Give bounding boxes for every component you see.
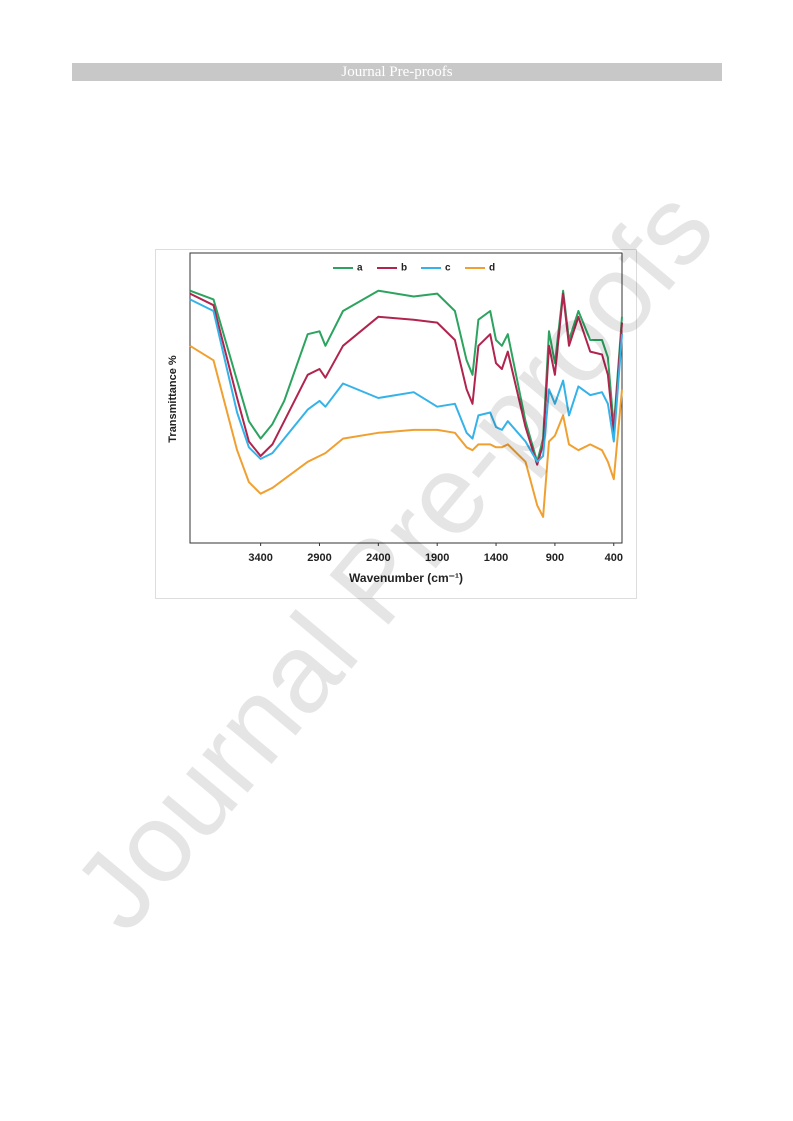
legend-label: c	[445, 263, 451, 274]
series-line	[189, 292, 623, 466]
chart-frame	[155, 249, 637, 599]
header-bar: Journal Pre-proofs	[72, 63, 722, 81]
x-tick-label: 1400	[484, 552, 508, 564]
y-axis-label: Transmittance %	[167, 355, 179, 443]
legend-label: d	[489, 263, 495, 274]
x-tick-label: 2900	[307, 552, 331, 564]
legend-label: b	[401, 263, 407, 274]
series-line	[189, 298, 623, 463]
chart: Transmittance % Wavenumber (cm⁻¹) 3400 29…	[155, 249, 637, 599]
series-line	[189, 344, 623, 518]
x-tick-label: 2400	[366, 552, 390, 564]
legend-label: a	[357, 263, 363, 274]
series-line	[189, 289, 623, 463]
x-tick-label: 3400	[248, 552, 272, 564]
x-axis-label: Wavenumber (cm⁻¹)	[349, 571, 463, 585]
x-tick-label: 900	[546, 552, 564, 564]
x-tick-label: 1900	[425, 552, 449, 564]
x-tick-label: 400	[605, 552, 623, 564]
